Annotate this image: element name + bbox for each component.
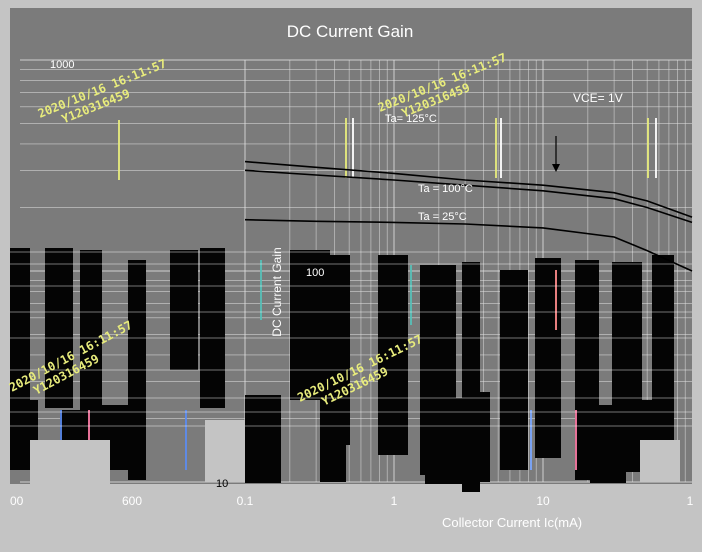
artifact-stripe [410,265,412,325]
artifact-stripe [118,120,120,180]
artifact-patch [640,440,680,482]
artifact-stripe [655,118,657,178]
artifact-stripe [345,118,347,178]
artifact-stripe [352,118,354,178]
y-tick-label: 100 [306,267,324,279]
artifact-block [80,250,102,480]
series-curves [244,136,693,272]
x-tick-label: 10 [536,494,550,508]
artifact-block [378,255,408,455]
y-tick-label: 1000 [50,59,74,71]
x-tick-label: 1 [391,494,398,508]
annotation-arrowhead [552,164,560,172]
artifact-block [170,250,198,370]
artifact-block [470,392,490,482]
annotation-vce: VCE= 1V [573,91,623,105]
artifact-block [590,405,626,483]
artifact-stripe [185,410,187,470]
artifact-stripe [260,260,262,320]
left-axis-tick: 00 [10,494,24,508]
artifact-stripe [530,410,532,470]
artifact-block [320,392,346,482]
artifact-block [45,248,73,408]
artifact-patch [205,420,245,482]
y-axis-title: DC Current Gain [270,247,284,336]
x-tick-label: 0.1 [237,494,254,508]
artifact-patch [30,440,110,485]
artifact-block [245,395,281,483]
annotation-ta25: Ta = 25°C [418,211,467,223]
artifact-stripe [555,270,557,330]
artifact-block [290,250,330,400]
artifact-stripe [495,118,497,178]
annotation-ta100: Ta = 100°C [418,183,473,195]
series-line [244,218,693,272]
artifact-block [425,398,470,484]
chart-title: DC Current Gain [287,22,414,41]
left-axis-tick: 600 [122,494,142,508]
artifact-block [200,248,225,408]
artifact-block [535,258,561,458]
annotation-ta125: Ta= 125°C [385,113,437,125]
artifact-block [10,248,30,418]
artifact-stripe [575,410,577,470]
y-tick-label: 10 [216,478,228,490]
series-line [244,169,693,224]
x-tick-label: 1 [687,494,694,508]
series-line [244,160,693,218]
scan-artifacts [10,118,692,492]
x-axis-title: Collector Current Ic(mA) [442,515,582,530]
artifact-stripe [647,118,649,178]
artifact-stripe [500,118,502,178]
